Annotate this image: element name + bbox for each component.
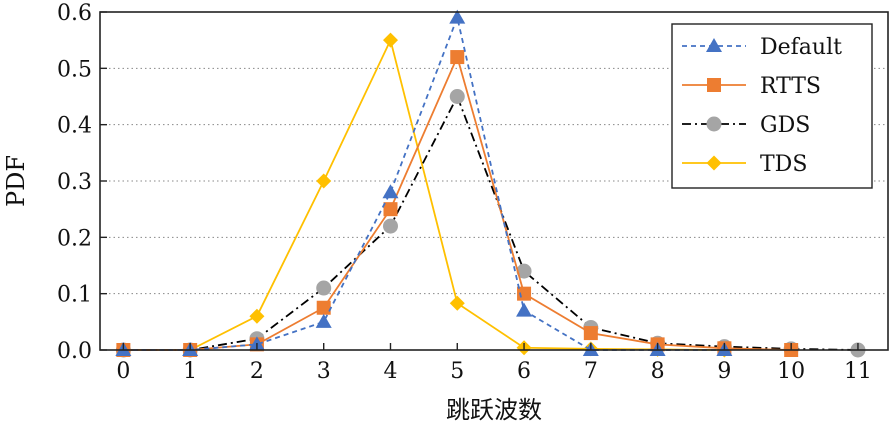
series-line-tds xyxy=(123,37,725,351)
y-tick-label: 0.6 xyxy=(57,1,92,26)
x-tick-label: 0 xyxy=(116,359,130,384)
y-tick-label: 0.2 xyxy=(57,226,92,251)
legend-marker-rtts xyxy=(707,78,721,92)
x-tick-label: 9 xyxy=(717,359,731,384)
x-tick-label: 11 xyxy=(844,359,872,384)
legend: Default RTTS GDS TDS xyxy=(671,23,873,189)
data-point-default xyxy=(516,302,533,317)
grid-lines xyxy=(100,67,888,295)
series-line-default xyxy=(123,14,725,351)
data-point-rtts xyxy=(583,326,598,341)
x-tick-label: 7 xyxy=(584,359,598,384)
x-tick-label: 8 xyxy=(651,359,665,384)
y-tick-label: 0.0 xyxy=(57,339,92,364)
x-tick-label: 2 xyxy=(250,359,264,384)
legend-label-tds: TDS xyxy=(760,152,807,177)
x-tick-label: 10 xyxy=(777,359,805,384)
y-tick-label: 0.1 xyxy=(57,283,92,308)
x-tick-label: 1 xyxy=(183,359,197,384)
y-tick-label: 0.5 xyxy=(57,57,92,82)
axis-ticks: 0.0 0.1 0.2 0.3 0.4 0.5 0.6 0 1 2 3 4 5 6 7 8 9 10 11 xyxy=(57,1,872,384)
data-point-tds xyxy=(316,173,332,189)
x-tick-label: 4 xyxy=(383,359,397,384)
x-tick-label: 6 xyxy=(517,359,531,384)
y-axis-title: PDF xyxy=(2,155,30,207)
data-point-rtts xyxy=(316,300,331,315)
x-axis-title: 跳跃波数 xyxy=(446,396,542,424)
data-point-gds xyxy=(449,89,465,104)
data-point-tds xyxy=(249,308,265,324)
data-point-rtts xyxy=(383,202,398,217)
data-point-gds xyxy=(316,280,332,296)
series-tds xyxy=(115,32,732,358)
legend-label-default: Default xyxy=(760,35,842,60)
legend-marker-tds xyxy=(706,155,722,171)
data-point-tds xyxy=(382,32,398,48)
x-tick-label: 3 xyxy=(317,359,331,384)
data-point-rtts xyxy=(517,286,532,301)
data-point-rtts xyxy=(450,50,465,65)
legend-label-gds: GDS xyxy=(760,113,810,138)
legend-marker-default xyxy=(706,38,722,52)
series-default xyxy=(115,9,733,356)
data-point-default xyxy=(382,184,399,199)
data-point-gds xyxy=(516,263,532,279)
data-point-tds xyxy=(449,295,465,311)
data-point-default xyxy=(315,313,332,328)
data-point-gds xyxy=(382,218,398,234)
legend-box xyxy=(671,23,873,189)
data-point-default xyxy=(449,9,466,24)
legend-label-rtts: RTTS xyxy=(760,74,821,99)
legend-marker-gds xyxy=(706,116,722,132)
series-line-gds xyxy=(123,94,858,351)
y-tick-label: 0.3 xyxy=(57,170,92,195)
y-tick-label: 0.4 xyxy=(57,114,92,139)
x-tick-label: 5 xyxy=(450,359,464,384)
